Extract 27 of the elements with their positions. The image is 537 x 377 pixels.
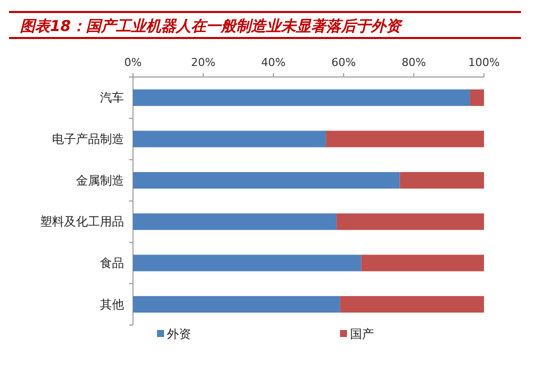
bar xyxy=(133,254,362,272)
x-tick-label: 100% xyxy=(468,56,500,69)
bar xyxy=(133,130,326,148)
x-tick-label: 80% xyxy=(402,56,426,69)
bar xyxy=(400,172,484,189)
legend-label: 国产 xyxy=(350,327,374,341)
bar xyxy=(361,254,484,272)
bar xyxy=(133,213,337,230)
x-tick-label: 0% xyxy=(124,56,142,69)
bar xyxy=(133,296,340,313)
x-tick-label: 60% xyxy=(331,56,356,69)
x-tick-label: 20% xyxy=(190,56,216,69)
bar xyxy=(336,213,484,230)
bar xyxy=(340,296,484,313)
bar xyxy=(326,130,484,148)
y-tick-label: 其他 xyxy=(100,297,124,312)
y-tick-label: 食品 xyxy=(100,256,124,270)
x-tick-label: 40% xyxy=(261,56,286,69)
y-tick-label: 汽车 xyxy=(100,90,124,105)
legend-label: 外资 xyxy=(167,327,191,341)
bar xyxy=(133,89,470,106)
y-tick-label: 塑料及化工用品 xyxy=(40,214,124,229)
bar xyxy=(133,172,400,189)
bar xyxy=(470,89,484,106)
chart-title: 图表18：国产工业机器人在一般制造业未显著落后于外资 xyxy=(20,17,403,35)
y-tick-label: 金属制造 xyxy=(76,173,124,188)
y-tick-label: 电子产品制造 xyxy=(52,132,124,146)
